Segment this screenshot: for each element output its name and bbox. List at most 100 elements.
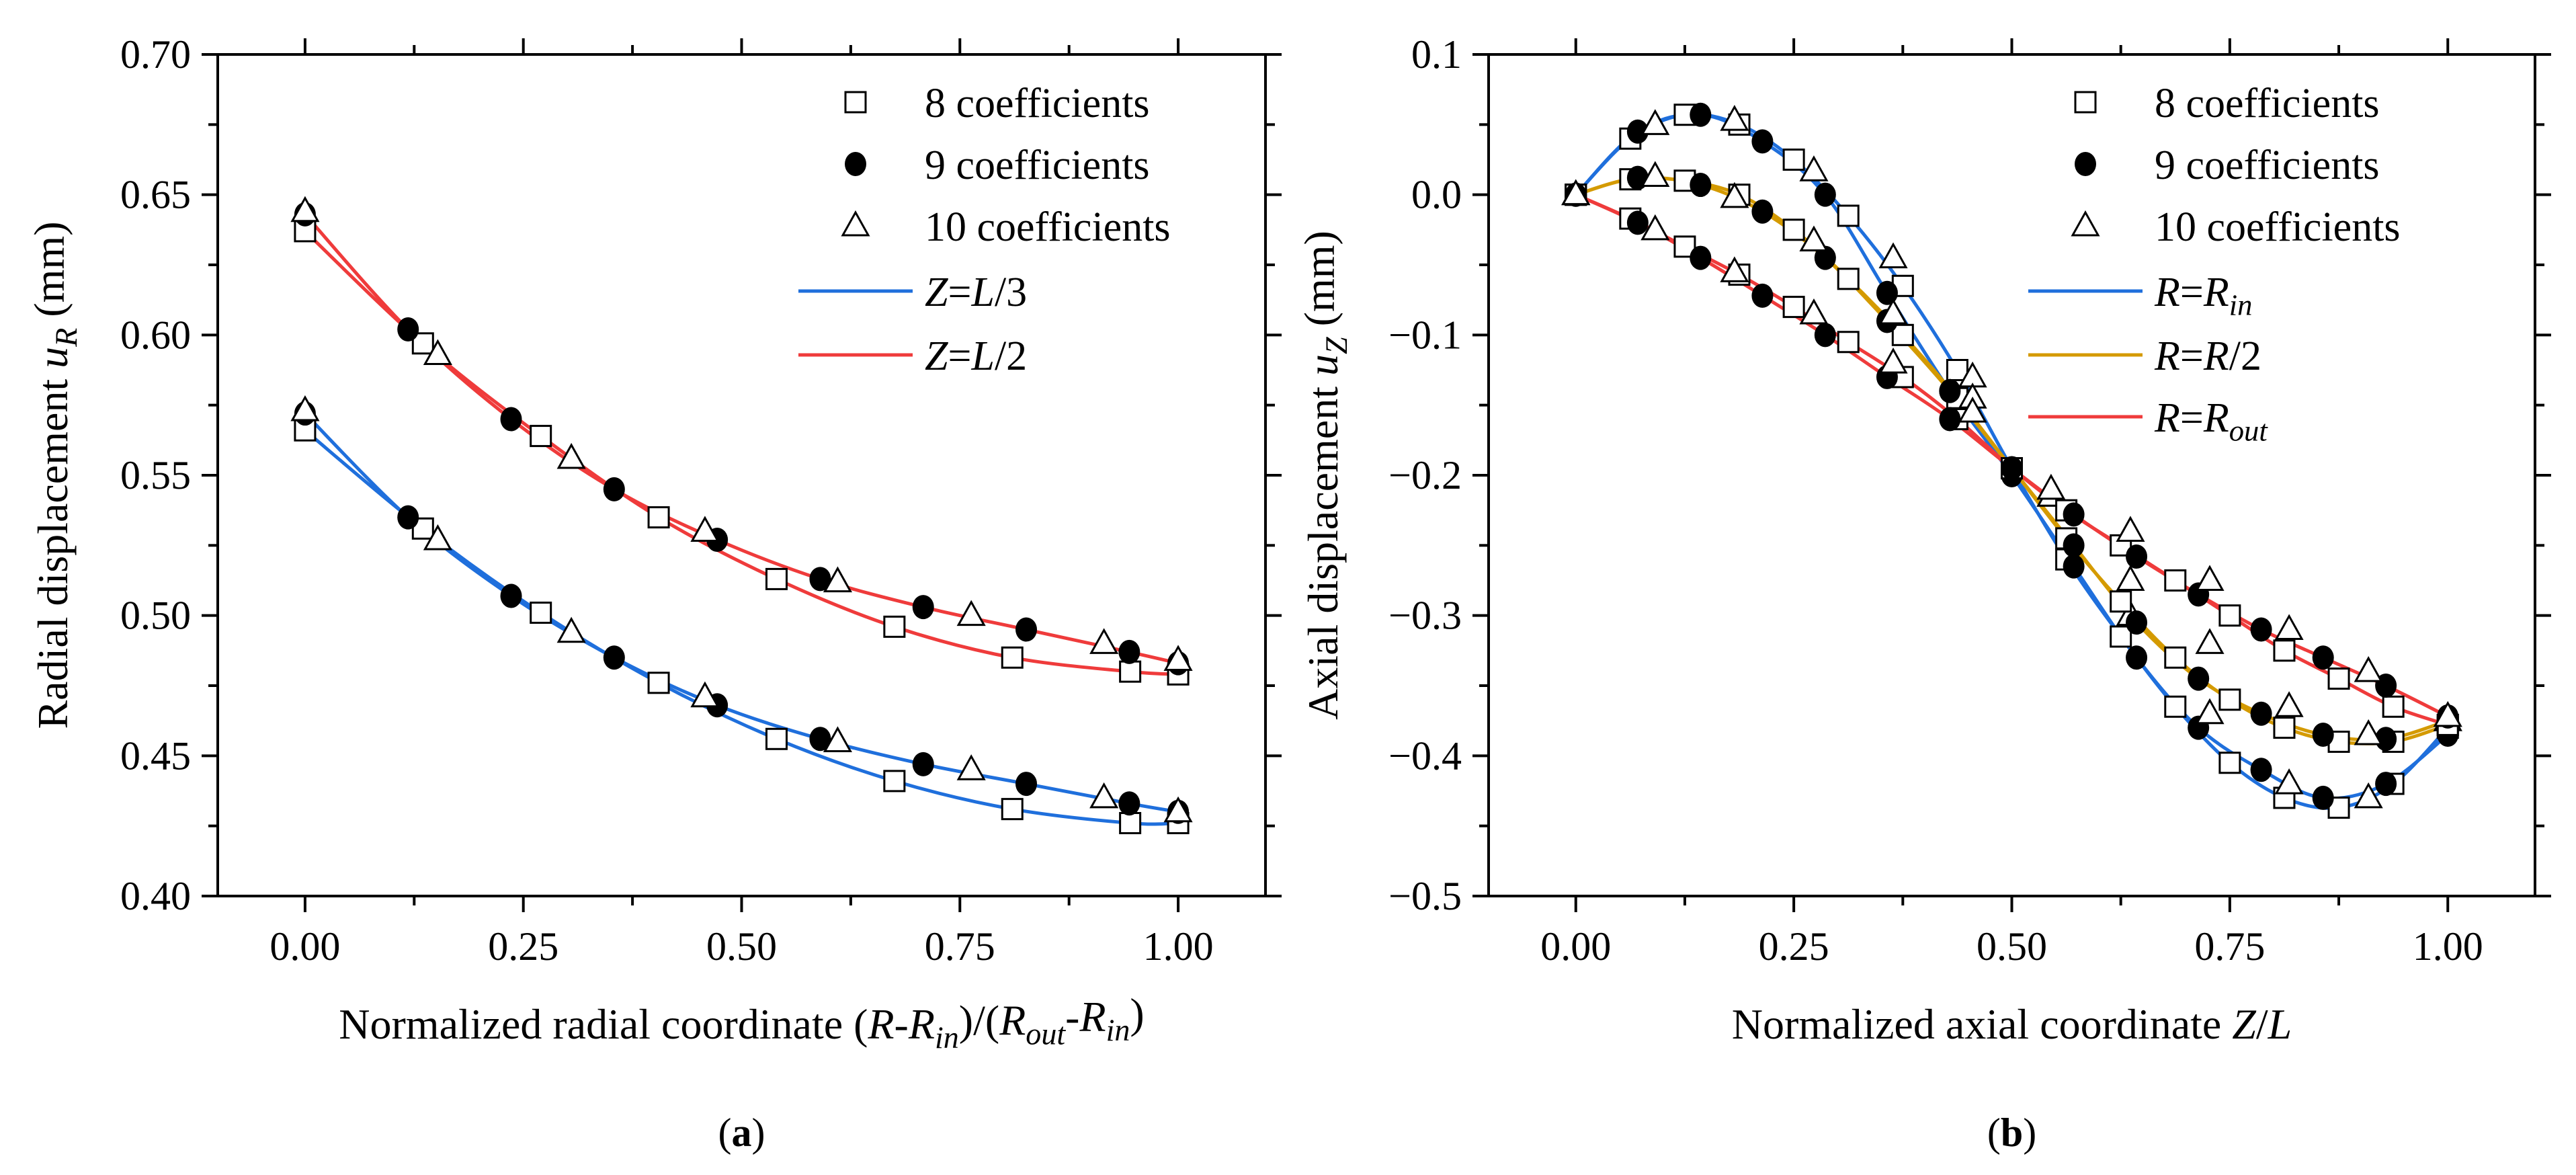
text-run: R: [2154, 395, 2180, 441]
panel-caption: (b): [1987, 1110, 2036, 1155]
data-point-square: [2164, 646, 2187, 669]
data-point-triangle: [1561, 179, 1591, 206]
text-run: R: [2203, 270, 2229, 315]
y-tick-label: −0.1: [1388, 313, 1462, 357]
panel-caption: (a): [718, 1110, 765, 1155]
data-point-triangle: [1640, 161, 1670, 188]
data-point-circle: [1939, 407, 1961, 432]
data-point-triangle: [1640, 214, 1670, 241]
data-point-triangle: [1720, 181, 1749, 208]
text-run: (mm): [1296, 231, 1343, 337]
data-point-circle: [1814, 245, 1836, 270]
data-point-triangle: [1640, 109, 1670, 135]
data-point-square: [1946, 359, 1968, 381]
data-point-circle: [2375, 772, 2397, 797]
data-point-square: [2218, 688, 2241, 711]
text-run: 10 coefficients: [925, 204, 1171, 250]
text-run: Z: [925, 333, 948, 379]
data-point-triangle: [956, 600, 986, 626]
y-tick-label: 0.0: [1411, 173, 1462, 217]
legend-label: Z=L/2: [925, 333, 1027, 379]
data-point-triangle: [823, 726, 852, 752]
data-point-square: [647, 672, 670, 694]
data-point-square: [883, 615, 906, 638]
data-point-triangle: [1720, 256, 1749, 282]
y-tick-label: 0.45: [120, 733, 191, 778]
data-point-triangle: [1799, 155, 1829, 181]
data-point-circle: [397, 505, 419, 530]
data-point-circle: [2250, 758, 2272, 782]
data-point-circle: [1690, 245, 1712, 270]
data-point-triangle: [2116, 516, 2145, 542]
x-tick-label: 0.25: [1759, 924, 1829, 969]
data-point-circle: [2063, 533, 2085, 558]
data-point-circle: [1690, 173, 1712, 198]
data-point-circle: [1751, 283, 1774, 308]
data-point-circle: [500, 583, 522, 608]
text-run: R: [1079, 993, 1106, 1041]
y-axis-title: Axial displacement uZ (mm): [1296, 231, 1354, 720]
text-run: R: [2154, 333, 2180, 379]
caption-paren: ): [752, 1110, 765, 1155]
text-run: out: [2229, 413, 2269, 447]
text-run: u: [29, 347, 77, 368]
data-point-square: [1782, 296, 1805, 319]
y-tick-label: −0.3: [1388, 594, 1462, 638]
text-run: 9 coefficients: [2155, 143, 2380, 188]
data-point-square: [2110, 590, 2132, 613]
caption-paren: ): [2023, 1110, 2036, 1155]
text-run: R: [867, 1000, 894, 1048]
x-axis-title: Normalized radial coordinate (R-Rin)/(Ro…: [339, 989, 1144, 1055]
data-point-triangle: [1958, 397, 1987, 423]
data-point-circle: [2312, 785, 2334, 810]
y-tick-label: 0.65: [120, 173, 191, 217]
y-tick-label: 0.40: [120, 874, 191, 918]
text-run: Axial displacement: [1299, 376, 1347, 720]
text-run: in: [2229, 288, 2253, 321]
text-run: 9 coefficients: [925, 143, 1150, 188]
data-point-circle: [1939, 378, 1961, 403]
legend-label: R=R/2: [2154, 333, 2261, 379]
data-point-circle: [2312, 645, 2334, 670]
data-point-circle: [2250, 701, 2272, 726]
text-run: 8 coefficients: [2155, 81, 2380, 126]
data-point-circle: [1814, 323, 1836, 348]
text-run: L: [970, 270, 994, 315]
data-point-circle: [2250, 617, 2272, 642]
y-tick-label: 0.1: [1411, 32, 1462, 77]
data-point-circle: [1626, 119, 1649, 144]
data-point-triangle: [1163, 796, 1193, 823]
data-point-triangle: [690, 681, 720, 708]
data-point-triangle: [2274, 691, 2304, 717]
chart-panel-b: 0.00 0.25 0.50 0.75 1.00 −0.5 −0.4 −0.3 −0.2 −0.1…: [1296, 32, 2551, 1155]
text-run: (mm): [26, 221, 73, 327]
data-point-triangle: [556, 616, 586, 643]
y-tick-label: −0.5: [1388, 874, 1462, 918]
legend-square-marker: [2074, 91, 2097, 114]
data-point-triangle: [1799, 225, 1829, 252]
legend-label: R=Rout: [2154, 395, 2268, 447]
caption-paren: (: [1987, 1110, 2001, 1155]
data-point-triangle: [1799, 298, 1829, 325]
y-tick-label: −0.2: [1388, 453, 1462, 497]
data-point-circle: [1118, 791, 1140, 816]
text-run: /3: [995, 270, 1027, 315]
data-point-square: [883, 770, 906, 793]
data-point-square: [2110, 625, 2132, 648]
data-point-triangle: [556, 442, 586, 469]
data-point-square: [1119, 660, 1142, 683]
data-point-square: [1001, 798, 1024, 821]
data-point-circle: [2188, 666, 2210, 691]
text-run: /: [2256, 1000, 2268, 1048]
legend-label: R=Rin: [2154, 270, 2252, 321]
data-point-triangle: [956, 754, 986, 780]
legend-label: Z=L/3: [925, 270, 1027, 315]
x-tick-label: 0.75: [925, 924, 995, 969]
data-point-triangle: [1720, 104, 1749, 131]
data-point-square: [1001, 646, 1024, 669]
data-point-circle: [397, 317, 419, 341]
x-tick-label: 0.00: [269, 924, 340, 969]
data-point-square: [2327, 667, 2350, 690]
data-point-triangle: [1878, 347, 1908, 374]
data-point-circle: [1015, 772, 1038, 797]
